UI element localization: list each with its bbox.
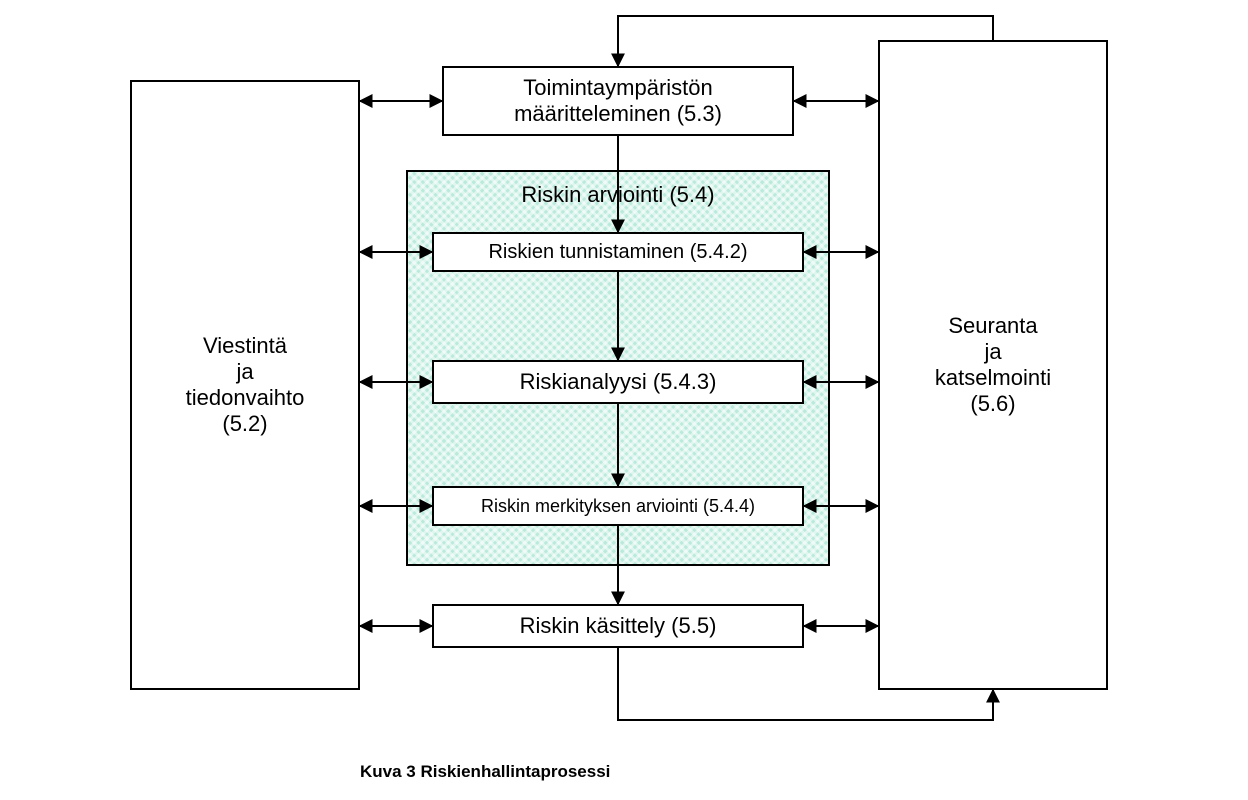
node-context-label: Toimintaympäristön määritteleminen (5.3) <box>514 75 722 127</box>
diagram-canvas: Viestintä ja tiedonvaihto (5.2) Seuranta… <box>0 0 1248 800</box>
node-risk-evaluation-label: Riskin merkityksen arviointi (5.4.4) <box>481 496 755 517</box>
node-monitoring: Seuranta ja katselmointi (5.6) <box>878 40 1108 690</box>
node-risk-identification-label: Riskien tunnistaminen (5.4.2) <box>488 241 747 264</box>
node-risk-evaluation: Riskin merkityksen arviointi (5.4.4) <box>432 486 804 526</box>
node-communication-label: Viestintä ja tiedonvaihto (5.2) <box>186 333 305 437</box>
node-risk-treatment-label: Riskin käsittely (5.5) <box>520 613 717 639</box>
node-communication: Viestintä ja tiedonvaihto (5.2) <box>130 80 360 690</box>
figure-caption: Kuva 3 Riskienhallintaprosessi <box>360 762 610 782</box>
node-risk-analysis: Riskianalyysi (5.4.3) <box>432 360 804 404</box>
node-risk-identification: Riskien tunnistaminen (5.4.2) <box>432 232 804 272</box>
node-monitoring-label: Seuranta ja katselmointi (5.6) <box>935 313 1051 417</box>
group-risk-assessment-title: Riskin arviointi (5.4) <box>408 182 828 208</box>
node-risk-treatment: Riskin käsittely (5.5) <box>432 604 804 648</box>
node-context: Toimintaympäristön määritteleminen (5.3) <box>442 66 794 136</box>
node-risk-analysis-label: Riskianalyysi (5.4.3) <box>520 369 717 395</box>
